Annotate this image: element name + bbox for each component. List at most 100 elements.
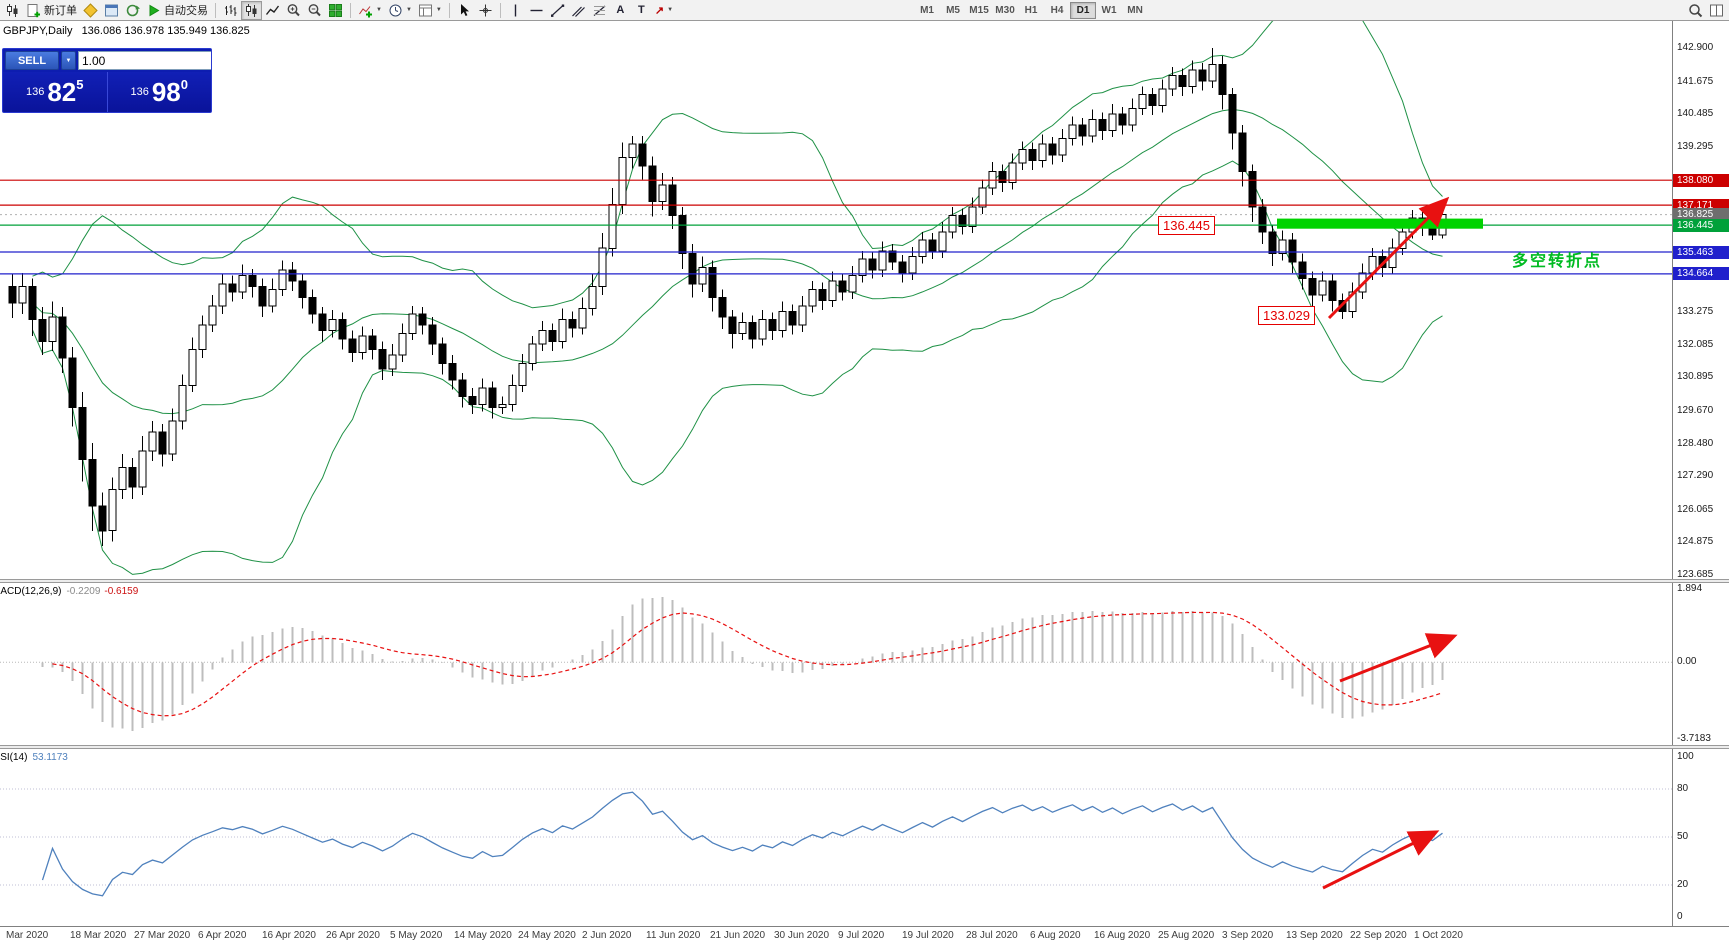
macd-axis-label: 1.894	[1677, 583, 1703, 594]
timeframe-button-H1[interactable]: H1	[1024, 4, 1038, 16]
date-label: 14 May 2020	[454, 930, 512, 941]
auto-trading-button[interactable]: 自动交易	[143, 1, 211, 20]
price-axis[interactable]: 142.900 141.675 140.485 139.295 133.275 132.0…	[1672, 21, 1729, 944]
tile-windows-button[interactable]	[325, 1, 346, 20]
metaeditor-button[interactable]	[80, 1, 101, 20]
macd-pane-canvas[interactable]	[0, 583, 1672, 745]
timeframe-button-MN[interactable]: MN	[1127, 4, 1143, 16]
sell-button[interactable]: SELL	[5, 51, 59, 70]
market-watch-button[interactable]	[101, 1, 122, 20]
date-label: 6 Aug 2020	[1030, 930, 1081, 941]
price-axis-label: 133.275	[1677, 306, 1714, 317]
horizontal-line-button[interactable]	[526, 1, 547, 20]
horizontal-line-icon	[530, 9, 543, 11]
sell-price-button[interactable]: 136 82 5	[3, 72, 108, 112]
rsi-axis-label: 50	[1677, 831, 1689, 842]
cursor-button[interactable]	[454, 1, 475, 20]
date-label: 27 Mar 2020	[134, 930, 191, 941]
label-tool-icon: T	[637, 4, 645, 16]
fibonacci-button[interactable]	[589, 1, 610, 20]
auto-trading-icon	[149, 4, 160, 16]
label-tool-button[interactable]: T	[631, 1, 652, 20]
indicators-button[interactable]: ▼	[355, 1, 385, 20]
timeframe-button-M5[interactable]: M5	[946, 4, 960, 16]
buy-price-sup: 0	[180, 77, 188, 92]
timeframe-button-M30[interactable]: M30	[995, 4, 1015, 16]
candlestick-chart-icon	[246, 3, 257, 17]
pane-separator[interactable]	[0, 579, 1729, 583]
date-label: 1 Oct 2020	[1414, 930, 1463, 941]
rsi-arrow	[1322, 830, 1440, 890]
date-label: 28 Jul 2020	[966, 930, 1018, 941]
trade-panel-controls: SELL ▼ ▲ ▼ BUY	[3, 49, 211, 72]
macd-signal-value: -0.6159	[104, 586, 139, 597]
timeframe-button-D1[interactable]: D1	[1070, 1, 1097, 19]
one-click-trading-panel: SELL ▼ ▲ ▼ BUY 136 82 5 136 98 0	[2, 48, 212, 113]
channel-button[interactable]	[568, 1, 589, 20]
toolbar-separator	[448, 2, 450, 18]
price-axis-label: 140.485	[1677, 108, 1714, 120]
macd-signal-line	[52, 611, 1443, 717]
bar-chart-icon	[225, 4, 237, 16]
timeframe-button-W1[interactable]: W1	[1101, 4, 1117, 16]
date-label: 16 Aug 2020	[1094, 930, 1151, 941]
bar-chart-button[interactable]	[220, 1, 241, 20]
macd-histogram	[31, 597, 1444, 731]
line-chart-button[interactable]	[262, 1, 283, 20]
new-order-label: 新订单	[44, 5, 77, 17]
rsi-pane-canvas[interactable]	[0, 749, 1672, 925]
layout-button[interactable]	[1706, 1, 1727, 20]
crosshair-button[interactable]	[475, 1, 496, 20]
vertical-line-button[interactable]	[505, 1, 526, 20]
date-axis[interactable]: Mar 2020 18 Mar 2020 27 Mar 2020 6 Apr 2020…	[0, 926, 1729, 944]
periods-button[interactable]: ▼	[385, 1, 415, 20]
date-label: 3 Sep 2020	[1222, 930, 1274, 941]
main-chart-canvas[interactable]	[0, 21, 1672, 579]
vertical-line-icon	[514, 4, 517, 16]
buy-price-button[interactable]: 136 98 0	[108, 72, 212, 112]
new-order-button[interactable]: 新订单	[23, 1, 80, 20]
timeframe-button-M1[interactable]: M1	[920, 4, 934, 16]
auto-trading-label: 自动交易	[164, 5, 208, 17]
chart-symbol-period: GBPJPY,Daily	[3, 25, 73, 37]
template-icon	[418, 4, 432, 16]
date-label: 24 May 2020	[518, 930, 576, 941]
date-label: 9 Jul 2020	[838, 930, 885, 941]
rsi-axis-label: 20	[1677, 879, 1689, 890]
bollinger-bands	[32, 21, 1443, 575]
zoom-out-icon	[308, 3, 321, 16]
templates-button[interactable]: ▼	[415, 1, 445, 20]
volume-input[interactable]	[79, 52, 211, 69]
text-tool-icon: A	[616, 4, 625, 16]
zoom-out-button[interactable]	[304, 1, 325, 20]
date-label: 22 Sep 2020	[1350, 930, 1407, 941]
timeframe-button-M15[interactable]: M15	[969, 4, 989, 16]
chart-window: 142.900 141.675 140.485 139.295 133.275 132.0…	[0, 21, 1729, 944]
timeframe-button-H4[interactable]: H4	[1050, 4, 1064, 16]
crosshair-icon	[479, 4, 492, 16]
candlestick-chart-button[interactable]	[241, 0, 262, 20]
macd-indicator-label: MACD(12,26,9) -0.2209-0.6159	[0, 586, 138, 597]
macd-axis-label: -3.7183	[1677, 733, 1711, 744]
search-button[interactable]	[1685, 1, 1706, 20]
text-tool-button[interactable]: A	[610, 1, 631, 20]
price-axis-label: 132.085	[1677, 338, 1714, 350]
date-label: 16 Apr 2020	[262, 930, 316, 941]
trendline-button[interactable]	[547, 1, 568, 20]
price-axis-label: 123.685	[1677, 569, 1714, 581]
pane-separator[interactable]	[0, 745, 1729, 749]
refresh-button[interactable]	[122, 1, 143, 20]
refresh-icon	[126, 4, 140, 16]
rsi-axis-label: 80	[1677, 783, 1689, 794]
zoom-in-button[interactable]	[283, 1, 304, 20]
new-chart-button[interactable]	[2, 1, 23, 20]
caret-icon: ▼	[405, 7, 412, 13]
date-label: 21 Jun 2020	[710, 930, 766, 941]
volume-dropdown-button[interactable]: ▼	[61, 51, 76, 70]
price-tag: 134.664	[1673, 267, 1729, 281]
sell-price-sup: 5	[76, 77, 84, 92]
sell-price-big: 82	[47, 77, 77, 107]
cursor-icon	[460, 3, 469, 16]
arrows-tool-button[interactable]: ↗ ▼	[652, 1, 676, 20]
rsi-axis-label: 0	[1677, 911, 1683, 922]
